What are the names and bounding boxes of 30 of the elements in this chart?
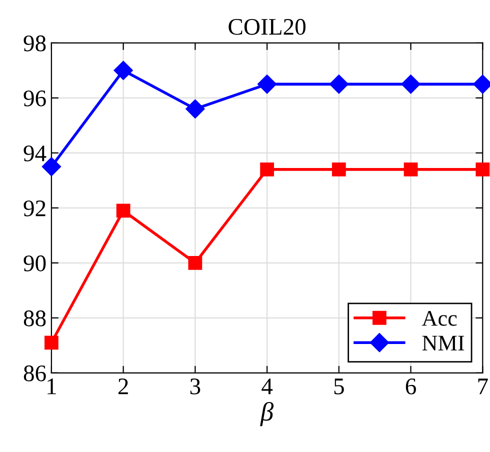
legend-label: NMI: [422, 336, 464, 350]
point: [188, 256, 202, 270]
x-axis-title: β: [260, 402, 274, 426]
point: [329, 74, 348, 94]
x-tick-label: 2: [118, 378, 128, 394]
y-tick-label: 88: [24, 310, 46, 326]
y-tick-label: 96: [24, 90, 46, 106]
x-tick-label: 3: [190, 378, 200, 394]
point: [404, 162, 418, 176]
legend-label: Acc: [422, 310, 457, 326]
point: [258, 74, 277, 94]
x-tick-label: 6: [406, 378, 416, 394]
point: [186, 99, 205, 118]
point: [476, 162, 490, 176]
y-tick-label: 94: [24, 145, 46, 162]
x-tick-label: 1: [48, 378, 56, 394]
point: [44, 336, 58, 350]
point: [401, 74, 420, 94]
chart-title: COIL20: [228, 18, 306, 35]
point: [332, 162, 346, 176]
point: [114, 60, 133, 80]
y-tick-label: 92: [24, 200, 46, 216]
y-tick-label: 98: [24, 35, 46, 52]
x-tick-label: 7: [478, 378, 488, 394]
y-tick-label: 86: [24, 365, 46, 382]
x-tick-label: 5: [334, 378, 344, 394]
x-tick-label: 4: [262, 378, 273, 394]
y-tick-label: 90: [24, 255, 46, 272]
point: [116, 204, 130, 218]
point: [260, 162, 274, 176]
